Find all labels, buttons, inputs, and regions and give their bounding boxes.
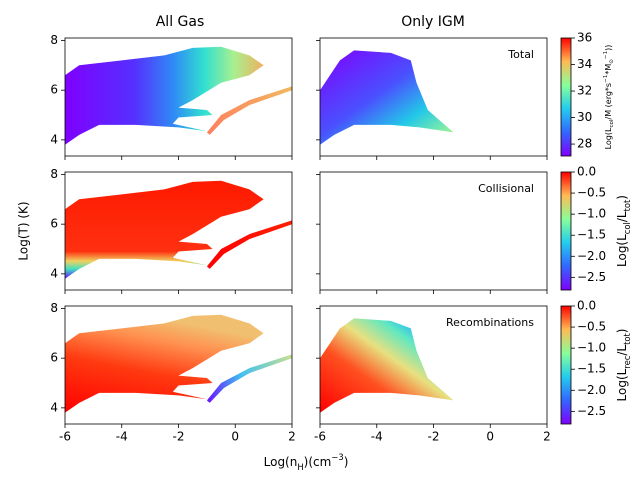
colorbar-label-part: /L xyxy=(615,211,629,222)
x-tick-label: -6 xyxy=(314,430,326,444)
x-tick-label: 2 xyxy=(543,430,551,444)
colorbar-tick-label: −0.5 xyxy=(577,186,606,200)
y-axis-label: Log(T) (K) xyxy=(17,201,31,260)
colorbar-tick-label: −2.0 xyxy=(577,249,606,263)
colorbar-label-part: tot xyxy=(622,332,632,344)
y-tick-label: 8 xyxy=(50,301,58,315)
colorbar-label-part: col xyxy=(609,119,615,127)
colorbar-label-part: *M xyxy=(604,64,613,75)
density-region xyxy=(206,220,292,269)
colorbar-tick-label: 34 xyxy=(577,57,592,71)
x-tick-label: -6 xyxy=(59,430,71,444)
y-tick-label: 6 xyxy=(50,83,58,97)
x-axis-label-part: )(cm xyxy=(304,455,332,469)
colorbar-label-part: ) xyxy=(615,329,629,334)
density-region xyxy=(65,180,264,279)
y-tick-label: 4 xyxy=(50,132,58,146)
colorbar-tick-label: 36 xyxy=(577,31,592,45)
annotation: Recombinations xyxy=(446,316,534,329)
density-region xyxy=(65,46,264,145)
colorbar-label-part: /L xyxy=(615,345,629,356)
colorbar-label-part: ) xyxy=(615,195,629,200)
colorbar-label-part: Log(L xyxy=(615,368,629,401)
x-tick-label: -2 xyxy=(428,430,440,444)
colorbar-tick-label: −0.5 xyxy=(577,320,606,334)
colorbar-label: Log(Lcol/M (erg*s−1*M⊙−1)) xyxy=(603,45,615,150)
y-tick-label: 8 xyxy=(50,33,58,47)
x-axis-label-part: H xyxy=(297,462,303,472)
y-tick-label: 6 xyxy=(50,217,58,231)
density-region xyxy=(206,86,292,135)
colorbar xyxy=(561,172,571,290)
density-region xyxy=(206,354,292,403)
colorbar-tick-label: −1.5 xyxy=(577,362,606,376)
colorbar-tick-label: 32 xyxy=(577,84,592,98)
x-tick-label: 2 xyxy=(288,430,296,444)
colorbar-tick-label: −1.0 xyxy=(577,341,606,355)
colorbar-label-part: −1 xyxy=(603,50,609,59)
colorbar xyxy=(561,306,571,424)
colorbar-label: Log(Lrec/Ltot) xyxy=(615,329,632,402)
colorbar-tick-label: −2.5 xyxy=(577,270,606,284)
x-axis-label-part: ) xyxy=(344,455,349,469)
colorbar-tick-label: −2.0 xyxy=(577,383,606,397)
density-region xyxy=(320,318,454,413)
colorbar-label-part: Log(L xyxy=(604,127,613,149)
colorbar-tick-label: 0.0 xyxy=(577,165,596,179)
colorbar-tick-label: −2.5 xyxy=(577,404,606,418)
colorbar-label-part: Log(L xyxy=(615,234,629,267)
colorbar-frame xyxy=(560,37,572,157)
colorbar-tick-label: −1.5 xyxy=(577,228,606,242)
colorbar-frame xyxy=(560,171,572,291)
colorbar-tick-label: −1.0 xyxy=(577,207,606,221)
colorbar-label-part: ⊙ xyxy=(609,59,615,64)
x-axis-label-part: Log(n xyxy=(264,455,298,469)
panel-title: Only IGM xyxy=(401,14,465,30)
annotation: Collisional xyxy=(478,182,534,195)
colorbar-label-part: col xyxy=(622,222,632,234)
x-tick-label: -2 xyxy=(173,430,185,444)
panel-title: All Gas xyxy=(156,14,205,30)
x-axis-label: Log(nH)(cm−3) xyxy=(264,452,349,472)
density-region xyxy=(320,184,453,278)
colorbar-tick-label: 30 xyxy=(577,110,592,124)
colorbar-label-part: −1 xyxy=(603,74,609,83)
x-axis-label-part: −3 xyxy=(331,452,343,462)
x-tick-label: 0 xyxy=(486,430,494,444)
annotation: Total xyxy=(507,48,534,61)
colorbar-frame xyxy=(560,305,572,425)
y-tick-label: 6 xyxy=(50,351,58,365)
colorbar-label-part: /M (erg*s xyxy=(604,83,613,120)
colorbar-label-part: )) xyxy=(604,45,613,51)
colorbar-tick-label: 0.0 xyxy=(577,299,596,313)
colorbar-label-part: tot xyxy=(622,199,632,211)
colorbar-tick-label: 28 xyxy=(577,137,592,151)
x-tick-label: -4 xyxy=(116,430,128,444)
colorbar-label: Log(Lcol/Ltot) xyxy=(615,195,632,267)
x-tick-label: -4 xyxy=(371,430,383,444)
density-region xyxy=(65,314,264,413)
y-tick-label: 4 xyxy=(50,266,58,280)
colorbar-label-part: rec xyxy=(622,355,632,368)
colorbar xyxy=(561,38,571,156)
density-region xyxy=(320,50,454,145)
y-tick-label: 8 xyxy=(50,167,58,181)
y-tick-label: 4 xyxy=(50,400,58,414)
x-tick-label: 0 xyxy=(231,430,239,444)
